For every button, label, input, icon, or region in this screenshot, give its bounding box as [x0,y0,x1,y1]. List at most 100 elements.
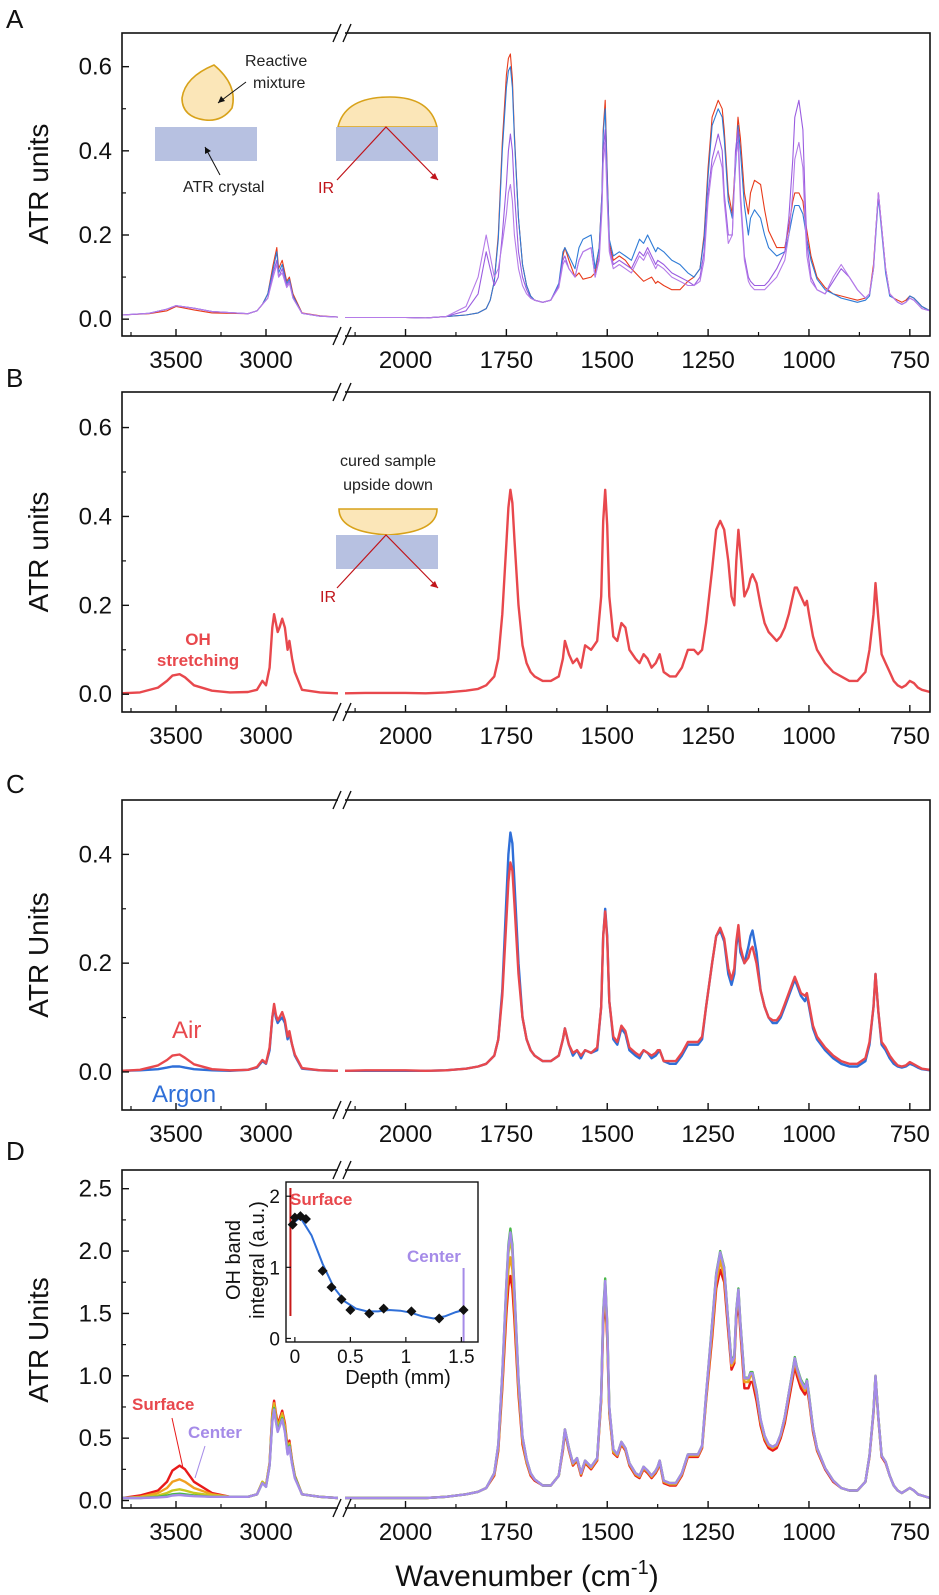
axis-break-gap [338,21,345,348]
panel-c-ylabel: ATR Units [23,892,54,1018]
panel-c-label: C [6,769,25,799]
x-tick-label: 1250 [681,347,734,374]
x-axis-label-sup: -1 [631,1557,649,1579]
x-tick-label: 1500 [581,1121,634,1148]
x-tick-label: 2000 [379,723,432,750]
reactive-mixture-label-1: Reactive [245,53,307,70]
ir-label-b: IR [320,589,336,606]
x-axis-label: Wavenumber (cm-1) [395,1557,658,1593]
x-tick-label: 1500 [581,347,634,374]
x-tick-label: 3500 [149,1121,202,1148]
center-annotation: Center [188,1423,242,1442]
x-tick-label: 3000 [239,1121,292,1148]
panel-a-series-2-line-left [122,260,338,317]
y-tick-label: 0.2 [79,222,112,249]
cured-label-2: upside down [343,477,433,494]
x-tick-label: 1000 [782,1121,835,1148]
panel-a-series-0-line-right [345,54,930,318]
x-tick-label: 3500 [149,347,202,374]
panel-a-label: A [6,4,24,34]
x-tick-label: 1250 [681,1121,734,1148]
y-tick-label: 0.0 [79,306,112,333]
panel-a-series-3-line-right [345,142,930,318]
inset-ylabel-1: OH band [223,1220,245,1300]
arrowhead-icon [430,173,438,180]
panel-d-ylabel: ATR Units [23,1277,54,1403]
x-tick-label: 2000 [379,347,432,374]
x-tick-label: 750 [890,723,930,750]
x-tick-label: 1000 [782,1519,835,1546]
panel-a-ylabel: ATR units [23,124,54,245]
x-tick-label: 3000 [239,723,292,750]
inset-x-tick-label: 1.5 [448,1347,474,1368]
panel-c: C 0.00.20.43500 3000 2000 1750 1500 1250 1000 7… [6,769,930,1148]
y-tick-label: 0.2 [79,592,112,619]
panel-b: B 0.00.20.40.63500 3000 2000 1750 1500 1250 10… [6,363,930,750]
panel-c-argon-line-right [345,833,930,1071]
depth-inset: 0120 0.5 1 1.5 OH band integral (a.u.) Dept… [223,1182,478,1389]
cured-sample-schematic: cured sample upside down IR [320,453,438,606]
panel-c-argon-line-left [122,1007,338,1071]
panel-a: A 0.0 0.2 0.4 0.6 3500 3000 2000 1750 1500 1250 10… [6,4,930,374]
oh-label-2: stretching [157,651,239,670]
y-tick-label: 1.0 [79,1363,112,1390]
y-tick-label: 2.0 [79,1238,112,1265]
x-tick-label: 2000 [379,1121,432,1148]
x-tick-label: 1250 [681,1519,734,1546]
inset-center-label: Center [407,1247,461,1266]
inset-y-tick-label: 2 [269,1187,280,1208]
legend-argon: Argon [152,1081,216,1108]
legend-air: Air [172,1017,201,1044]
panel-a-series-3-line-left [122,265,338,318]
atr-crystal-icon [336,127,438,161]
panel-a-series-1-line-right [345,67,930,318]
inverted-sample-icon [339,509,437,535]
panel-d-series-2-line-left [122,1406,338,1498]
center-pointer [195,1446,205,1478]
y-tick-label: 0.6 [79,54,112,81]
y-tick-label: 0.4 [79,138,112,165]
x-tick-label: 3500 [149,1519,202,1546]
panel-c-air-line-left [122,1004,338,1071]
atr-crystal-icon [155,127,257,161]
x-axis-label-end: ) [649,1560,659,1593]
inset-xlabel: Depth (mm) [345,1367,451,1389]
x-tick-label: 3000 [239,1519,292,1546]
panel-a-series-0-line-left [122,248,338,318]
axis-break-gap [338,788,345,1122]
inset-x-tick-label: 1 [401,1347,412,1368]
sample-icon [338,97,437,127]
inset-y-tick-label: 0 [269,1329,280,1350]
x-tick-label: 3500 [149,723,202,750]
x-tick-label: 750 [890,347,930,374]
reactive-mixture-label-2: mixture [253,75,306,92]
panel-d-label: D [6,1136,25,1166]
x-tick-label: 3000 [239,347,292,374]
panel-b-ylabel: ATR units [23,492,54,613]
panel-d-surface-line-left [122,1401,338,1498]
surface-annotation: Surface [132,1395,194,1414]
panel-d-series-1-line-left [122,1403,338,1498]
y-tick-label: 0.5 [79,1425,112,1452]
x-tick-label: 1250 [681,723,734,750]
droplet-icon [182,65,233,120]
x-tick-label: 750 [890,1121,930,1148]
y-tick-label: 0.6 [79,415,112,442]
panel-d: D 0.00.51.01.52.02.53500 3000 2000 1750 1500… [6,1136,930,1546]
x-axis-label-main: Wavenumber (cm [395,1560,631,1593]
arrowhead-icon [430,581,438,588]
ir-schematic-a: IR [318,97,438,197]
inset-x-tick-label: 0 [290,1347,301,1368]
panel-d-series-3-line-left [122,1408,338,1498]
y-tick-label: 0.0 [79,681,112,708]
oh-label-1: OH [185,630,211,649]
y-tick-label: 0.0 [79,1488,112,1515]
atr-crystal-label: ATR crystal [183,179,264,196]
x-tick-label: 2000 [379,1519,432,1546]
reactive-mixture-schematic: Reactive mixture ATR crystal [155,53,307,196]
y-tick-label: 0.4 [79,503,112,530]
ir-label-a: IR [318,180,334,197]
panel-c-air-line-right [345,863,930,1071]
x-tick-label: 1750 [480,1121,533,1148]
